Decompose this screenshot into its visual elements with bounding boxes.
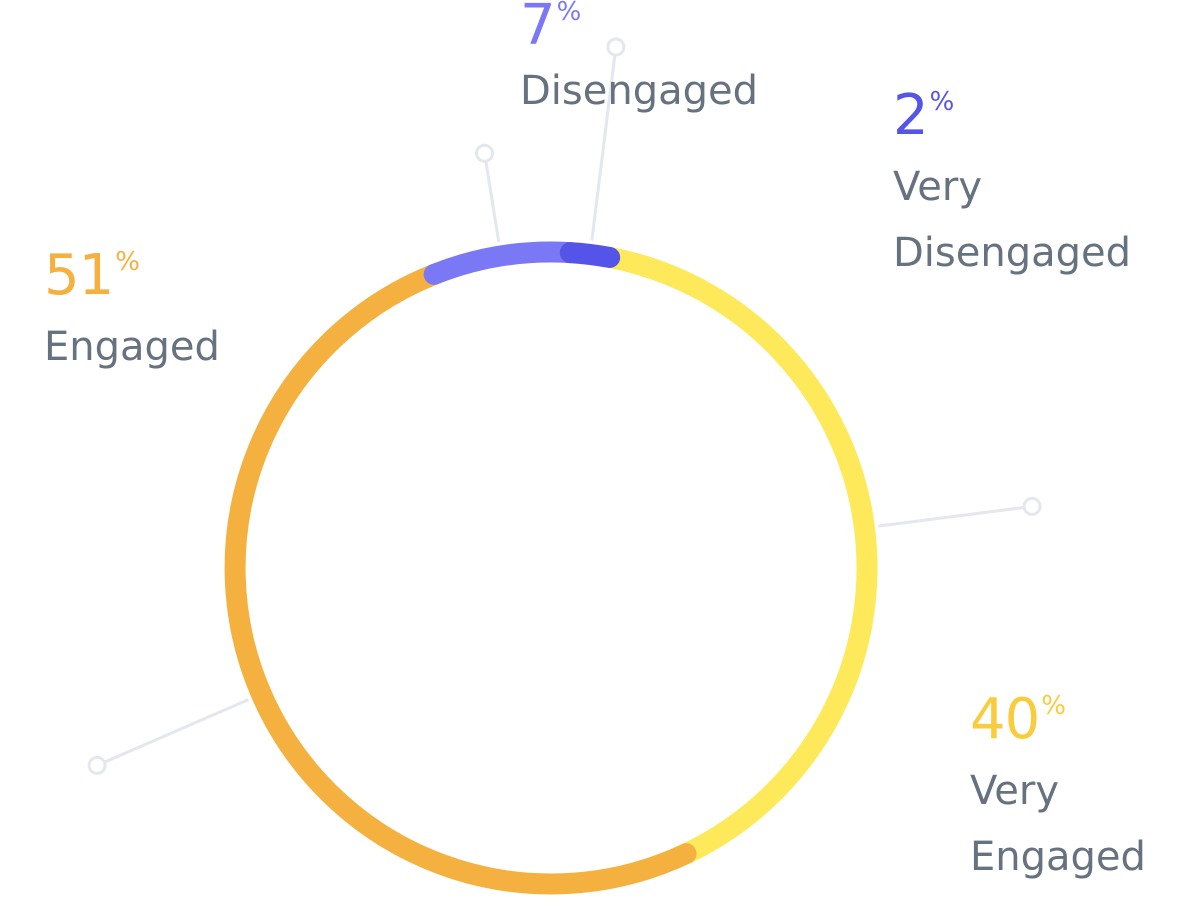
percent-sign: % <box>115 247 140 277</box>
value-very-engaged-number: 40 <box>970 687 1040 752</box>
leader-line-very-disengaged <box>590 46 618 241</box>
label-engaged: Engaged <box>44 324 220 370</box>
slice-disengaged <box>423 241 581 285</box>
callout-very-engaged: 40% Very Engaged <box>970 692 1146 890</box>
label-disengaged: Disengaged <box>520 68 759 114</box>
leader-lines <box>87 37 1042 775</box>
value-engaged: 51% <box>44 248 220 304</box>
leader-line-engaged <box>96 698 249 767</box>
callout-engaged: 51% Engaged <box>44 248 220 380</box>
percent-sign: % <box>929 87 955 117</box>
value-very-disengaged: 2% <box>893 88 1131 144</box>
leader-dot-engaged <box>87 755 107 775</box>
value-disengaged-number: 7 <box>520 0 556 58</box>
slice-very-engaged <box>599 246 878 865</box>
leader-dot-very-disengaged <box>606 37 626 57</box>
value-very-disengaged-number: 2 <box>893 83 929 148</box>
percent-sign: % <box>556 0 582 27</box>
donut-ring <box>224 241 878 895</box>
value-very-engaged: 40% <box>970 692 1146 748</box>
label-very-disengaged: Very Disengaged <box>893 164 1132 276</box>
percent-sign: % <box>1041 691 1066 721</box>
callout-disengaged: 7% Disengaged <box>520 0 758 124</box>
value-disengaged: 7% <box>520 0 758 54</box>
leader-line-very-engaged <box>878 504 1033 528</box>
label-very-engaged: Very Engaged <box>970 768 1146 880</box>
callout-very-disengaged: 2% Very Disengaged <box>893 88 1131 286</box>
leader-dot-very-engaged <box>1022 496 1042 516</box>
slice-very-disengaged <box>559 242 621 268</box>
leader-dot-disengaged <box>475 143 495 163</box>
leader-line-disengaged <box>483 153 501 243</box>
slice-engaged <box>224 263 697 895</box>
value-engaged-number: 51 <box>44 243 114 308</box>
